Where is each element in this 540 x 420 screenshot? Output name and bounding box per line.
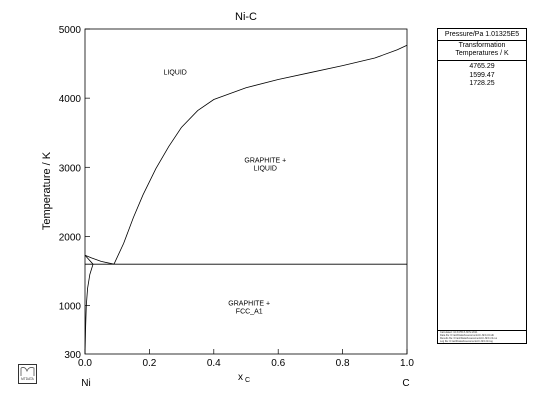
transformation-heading: Transformation Temperatures / K [438,41,526,61]
transformation-values: 4765.29 1599.47 1728.25 [438,61,526,89]
phase-region-label-line: FCC_A1 [236,309,263,316]
phase-region-label-line: GRAPHITE + [228,301,270,308]
phase-boundary-line [84,264,94,355]
x-end-label-left: Ni [81,378,90,389]
logo-icon: MTDATA [20,367,35,381]
phase-boundary-line [84,254,94,265]
mtdata-logo: MTDATA [18,364,37,384]
phase-region-label: GRAPHITE + FCC_A1 [228,301,270,316]
calculation-footer: Calculated: 10:34:55 8-NOV-2011 Data fil… [438,330,526,343]
y-tick-label: 1000 [59,302,82,313]
x-end-label-right: C [402,378,409,389]
phase-boundary-line [84,254,115,265]
phase-region-label-line: LIQUID [163,70,186,77]
heading-line-2: Temperatures / K [455,50,509,57]
x-tick-label: 0.6 [271,358,285,369]
x-tick-label: 0.8 [336,358,350,369]
y-axis-ticks: 1000 2000 3000 4000 5000 300 [59,25,90,361]
x-axis-ticks: 0.0 0.2 0.4 0.6 0.8 1.0 [78,349,414,369]
y-tick-label: 3000 [59,163,82,174]
transformation-value: 1728.25 [469,80,495,87]
y-tick-label-bottom: 300 [64,350,81,361]
phase-region-label: GRAPHITE + LIQUID [244,157,286,172]
phase-region-label-line: GRAPHITE + [244,157,286,164]
x-axis-label-sub: C [245,377,250,384]
y-tick-label: 4000 [59,94,82,105]
info-panel: Pressure/Pa 1.01325E5 Transformation Tem… [437,28,527,344]
heading-line-1: Transformation [458,42,506,49]
footer-line: Data file: D:\asl\Data\Assessments\C-Ni\… [440,334,495,337]
x-tick-label: 0.4 [207,358,221,369]
x-tick-label: 1.0 [400,358,414,369]
transformation-value: 1599.47 [469,71,495,79]
phase-boundaries [84,44,408,355]
y-tick-label: 5000 [59,25,82,36]
phase-region-label: LIQUID [163,70,186,77]
chart-title: Ni-C [235,11,257,23]
phase-region-label-line: LIQUID [254,165,277,172]
y-axis-label: Temperature / K [41,151,53,230]
footer-line: Results file: D:\asl\Data\Assessments\C-… [440,337,498,340]
y-tick-label: 2000 [59,232,82,243]
transformation-value: 4765.29 [469,63,495,70]
footer-line: Calculated: 10:34:55 8-NOV-2011 [440,331,478,334]
x-axis-label-main: x [238,372,243,383]
footer-line: Log file: D:\asl\Data\Assessments\C-Ni\C… [440,340,493,343]
pressure-label: Pressure/Pa 1.01325E5 [438,29,526,41]
plot-frame [84,28,408,355]
phase-boundary-line [113,44,408,265]
logo-text: MTDATA [21,377,35,381]
x-tick-label: 0.0 [78,358,92,369]
x-tick-label: 0.2 [142,358,156,369]
